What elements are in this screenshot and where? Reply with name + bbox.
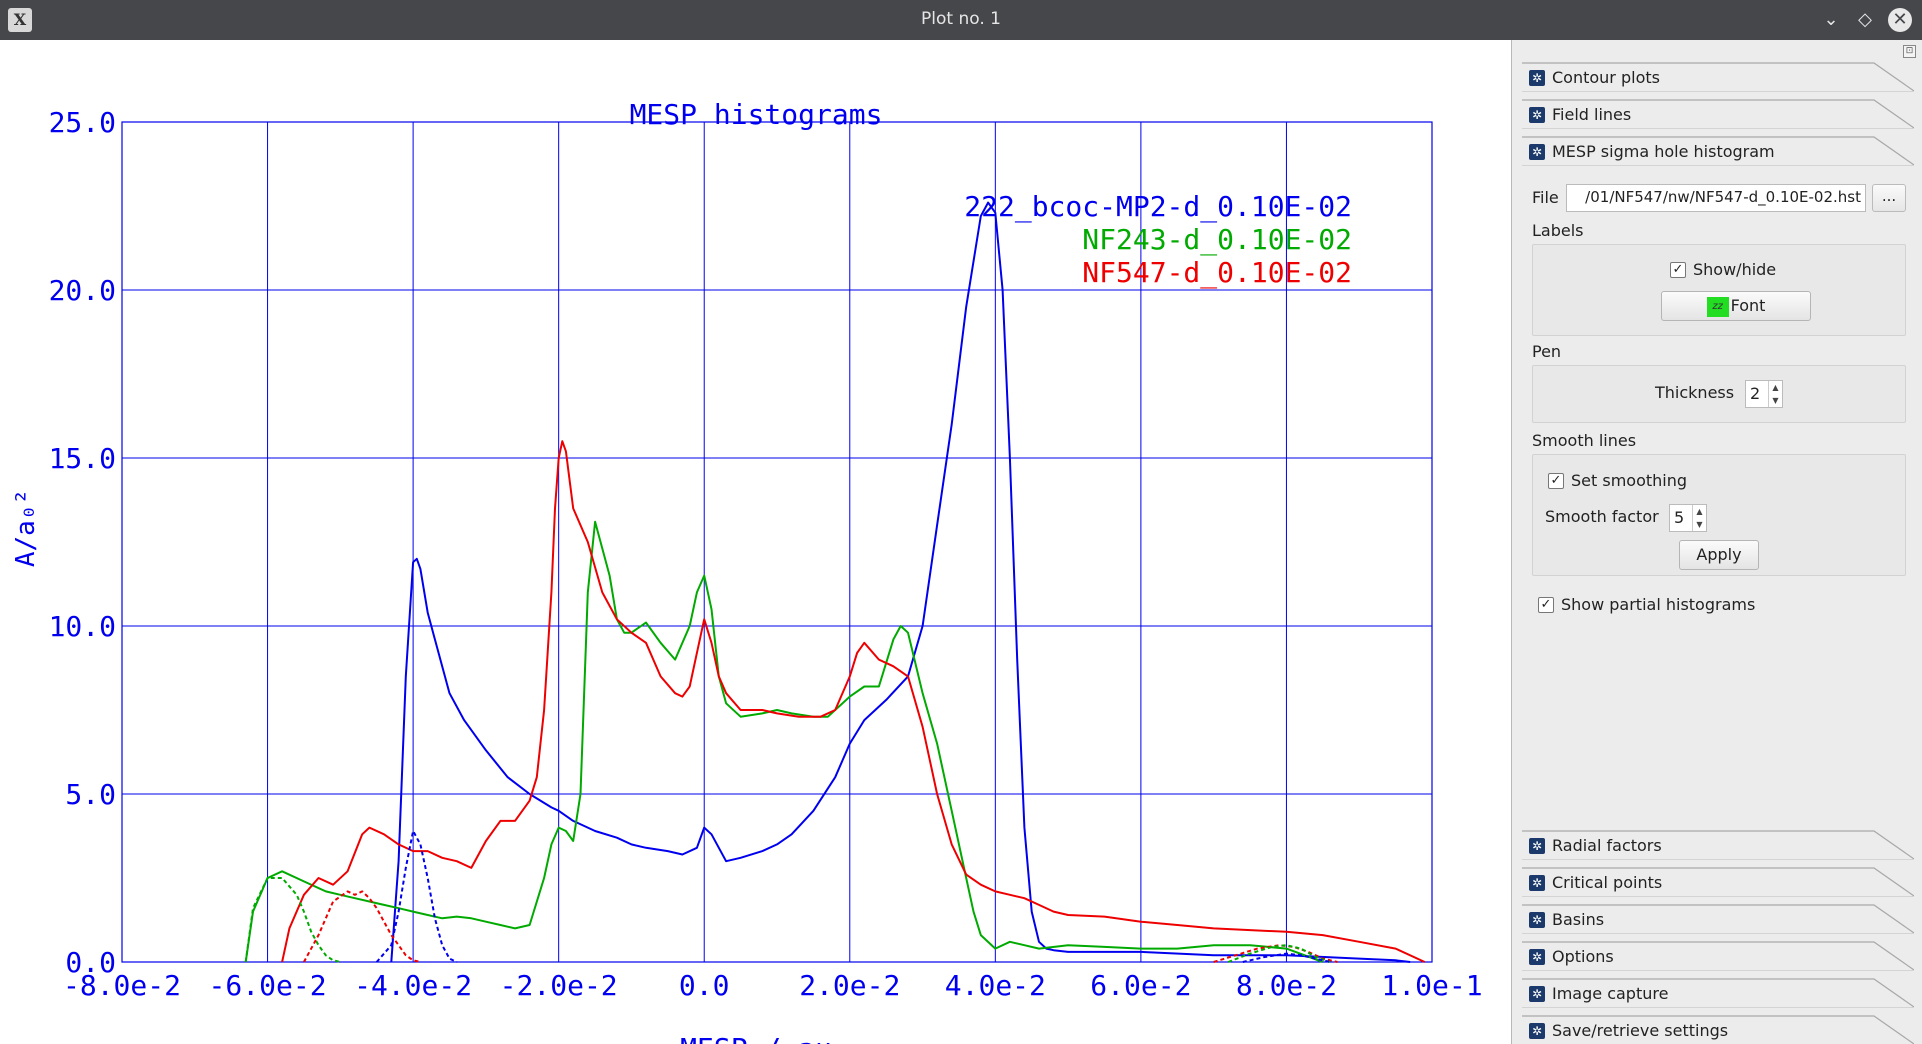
close-icon[interactable]: ✕ — [1888, 8, 1912, 32]
section-label: Contour plots — [1552, 68, 1660, 87]
gear-icon: ✲ — [1529, 838, 1545, 854]
x-tick-label: -8.0e-2 — [63, 969, 181, 1002]
section-label: Image capture — [1552, 984, 1669, 1003]
gear-icon: ✲ — [1529, 70, 1545, 86]
x-tick-label: 6.0e-2 — [1090, 969, 1191, 1002]
thickness-value: 2 — [1750, 384, 1761, 403]
set-smoothing-checkbox[interactable]: ✓ — [1548, 473, 1564, 489]
section-header-save-retrieve-settings[interactable]: ✲ Save/retrieve settings — [1522, 1015, 1914, 1044]
section-label: MESP sigma hole histogram — [1552, 142, 1775, 161]
set-smoothing-label: Set smoothing — [1571, 471, 1688, 490]
show-hide-checkbox[interactable]: ✓ — [1670, 262, 1686, 278]
thickness-spinbox[interactable]: 2 ▲ ▼ — [1745, 380, 1783, 408]
section-header-contour-plots[interactable]: ✲ Contour plots — [1522, 62, 1914, 92]
plot-canvas[interactable]: -8.0e-2 -6.0e-2 -4.0e-2 -2.0e-2 0.0 2.0e-2 4.0… — [0, 40, 1512, 1044]
section-header-field-lines[interactable]: ✲ Field lines — [1522, 99, 1914, 129]
labels-groupbox: ✓ Show/hide zz Font — [1532, 244, 1906, 336]
partial-series-line-4 — [244, 877, 341, 963]
x-tick-label: 1.0e-1 — [1381, 969, 1482, 1002]
pen-groupbox: Thickness 2 ▲ ▼ — [1532, 365, 1906, 423]
show-partial-checkbox[interactable]: ✓ — [1538, 597, 1554, 613]
y-tick-label: 5.0 — [65, 778, 116, 811]
x-tick-label: 2.0e-2 — [799, 969, 900, 1002]
show-hide-label: Show/hide — [1693, 260, 1777, 279]
x-tick-label: 0.0 — [679, 969, 730, 1002]
section-label: Options — [1552, 947, 1614, 966]
y-tick-label: 25.0 — [49, 106, 116, 139]
maximize-icon[interactable]: ◇ — [1858, 9, 1872, 30]
gear-icon: ✲ — [1529, 107, 1545, 123]
y-tick-label: 20.0 — [49, 274, 116, 307]
thickness-label: Thickness — [1655, 383, 1735, 402]
font-button[interactable]: zz Font — [1661, 291, 1811, 321]
x-axis-label: MESP / au — [680, 1032, 832, 1044]
settings-panel: ⊡ ✲ Contour plots ✲ Field lines ✲ MESP sigma … — [1518, 40, 1922, 1044]
file-path-input[interactable]: /01/NF547/nw/NF547-d_0.10E-02.hst — [1566, 184, 1866, 212]
browse-file-button[interactable]: ... — [1872, 184, 1906, 212]
section-header-options[interactable]: ✲ Options — [1522, 941, 1914, 971]
series-line-1 — [244, 520, 1324, 963]
y-tick-label: 15.0 — [49, 442, 116, 475]
gear-icon: ✲ — [1529, 949, 1545, 965]
smooth-factor-spinbox[interactable]: 5 ▲ ▼ — [1669, 504, 1707, 532]
pen-group-title: Pen — [1532, 342, 1562, 361]
y-tick-label: 10.0 — [49, 610, 116, 643]
window-title: Plot no. 1 — [921, 9, 1001, 29]
y-tick-label: 0.0 — [65, 946, 116, 979]
x-tick-label: -6.0e-2 — [209, 969, 327, 1002]
series-line-2 — [281, 440, 1426, 963]
partial-series-line-7 — [1227, 944, 1331, 963]
legend-entry: NF243-d_0.10E-02 — [1082, 223, 1352, 257]
apply-button[interactable]: Apply — [1679, 540, 1759, 570]
show-partial-label: Show partial histograms — [1561, 595, 1756, 614]
gear-icon: ✲ — [1529, 912, 1545, 928]
app-logo-icon: X — [8, 8, 32, 32]
x-tick-label: 4.0e-2 — [945, 969, 1046, 1002]
gear-icon: ✲ — [1529, 144, 1545, 160]
spin-arrows-icon[interactable]: ▲ ▼ — [1768, 381, 1782, 407]
section-label: Basins — [1552, 910, 1605, 929]
section-label: Critical points — [1552, 873, 1663, 892]
smooth-groupbox: ✓ Set smoothing Smooth factor 5 ▲ ▼ Apply — [1532, 454, 1906, 576]
section-header-basins[interactable]: ✲ Basins — [1522, 904, 1914, 934]
undock-icon[interactable]: ⊡ — [1903, 45, 1916, 58]
legend-entry: NF547-d_0.10E-02 — [1082, 256, 1352, 290]
file-label: File — [1532, 188, 1559, 207]
partial-series-line-3 — [375, 830, 458, 963]
partial-series-line-8 — [1242, 952, 1331, 963]
y-axis-label: A/a₀² — [11, 489, 41, 567]
gear-icon: ✲ — [1529, 986, 1545, 1002]
section-header-image-capture[interactable]: ✲ Image capture — [1522, 978, 1914, 1008]
window-titlebar[interactable]: X Plot no. 1 ⌄ ◇ ✕ — [0, 0, 1922, 40]
gear-icon: ✲ — [1529, 875, 1545, 891]
smooth-factor-value: 5 — [1674, 508, 1685, 527]
section-label: Field lines — [1552, 105, 1632, 124]
spin-arrows-icon[interactable]: ▲ ▼ — [1692, 505, 1706, 531]
section-header-mesp-sigma-hole-histogram[interactable]: ✲ MESP sigma hole histogram — [1522, 136, 1914, 166]
section-header-critical-points[interactable]: ✲ Critical points — [1522, 867, 1914, 897]
labels-group-title: Labels — [1532, 221, 1584, 240]
x-tick-label: -4.0e-2 — [354, 969, 472, 1002]
mesp-histogram-chart: -8.0e-2 -6.0e-2 -4.0e-2 -2.0e-2 0.0 2.0e-2 4.0… — [11, 98, 1483, 1044]
minimize-icon[interactable]: ⌄ — [1823, 9, 1839, 30]
series-line-0 — [390, 201, 1411, 963]
x-tick-label: 8.0e-2 — [1236, 969, 1337, 1002]
smooth-group-title: Smooth lines — [1532, 431, 1637, 450]
font-button-label: Font — [1730, 296, 1766, 315]
font-color-swatch: zz — [1706, 296, 1729, 317]
x-tick-label: -2.0e-2 — [500, 969, 618, 1002]
section-label: Radial factors — [1552, 836, 1662, 855]
gear-icon: ✲ — [1529, 1023, 1545, 1039]
section-label: Save/retrieve settings — [1552, 1021, 1729, 1040]
chart-title: MESP histograms — [630, 98, 883, 131]
panel-splitter[interactable] — [1512, 40, 1518, 1044]
legend-entry: 222_bcoc-MP2-d_0.10E-02 — [964, 190, 1352, 224]
partial-series-line-5 — [303, 890, 421, 963]
smooth-factor-label: Smooth factor — [1545, 507, 1659, 526]
section-header-radial-factors[interactable]: ✲ Radial factors — [1522, 830, 1914, 860]
